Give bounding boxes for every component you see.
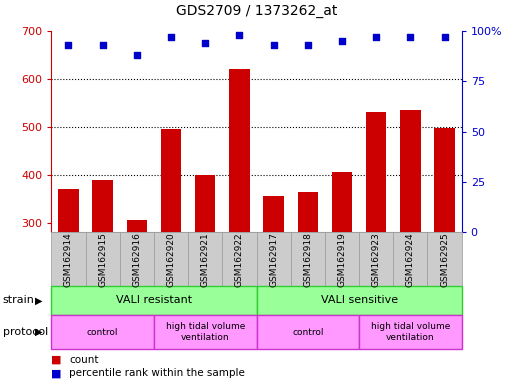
Point <box>338 38 346 44</box>
Text: control: control <box>87 328 119 337</box>
Bar <box>195 175 215 232</box>
Bar <box>161 129 181 232</box>
Bar <box>400 110 421 232</box>
Text: protocol: protocol <box>3 327 48 337</box>
Text: VALI sensitive: VALI sensitive <box>321 295 398 306</box>
Point <box>201 40 209 46</box>
Text: GDS2709 / 1373262_at: GDS2709 / 1373262_at <box>176 4 337 18</box>
Text: high tidal volume
ventilation: high tidal volume ventilation <box>371 323 450 342</box>
Bar <box>127 220 147 232</box>
Bar <box>298 192 318 232</box>
Text: GSM162919: GSM162919 <box>338 232 346 286</box>
Text: GSM162918: GSM162918 <box>303 232 312 286</box>
Point <box>98 42 107 48</box>
Bar <box>92 180 113 232</box>
Text: GSM162916: GSM162916 <box>132 232 141 286</box>
Text: ▶: ▶ <box>35 327 42 337</box>
Point <box>372 34 380 40</box>
Text: GSM162917: GSM162917 <box>269 232 278 286</box>
Text: GSM162925: GSM162925 <box>440 232 449 286</box>
Bar <box>58 189 78 232</box>
Point <box>64 42 72 48</box>
Text: GSM162915: GSM162915 <box>98 232 107 286</box>
Bar <box>263 196 284 232</box>
Text: GSM162923: GSM162923 <box>372 232 381 286</box>
Point <box>304 42 312 48</box>
Text: GSM162914: GSM162914 <box>64 232 73 286</box>
Text: ■: ■ <box>51 355 62 365</box>
Text: percentile rank within the sample: percentile rank within the sample <box>69 368 245 379</box>
Bar <box>366 112 386 232</box>
Text: control: control <box>292 328 324 337</box>
Text: high tidal volume
ventilation: high tidal volume ventilation <box>166 323 245 342</box>
Point <box>269 42 278 48</box>
Bar <box>229 69 250 232</box>
Text: GSM162921: GSM162921 <box>201 232 210 286</box>
Bar <box>332 172 352 232</box>
Point <box>406 34 415 40</box>
Text: GSM162924: GSM162924 <box>406 232 415 286</box>
Text: strain: strain <box>3 295 34 306</box>
Text: GSM162920: GSM162920 <box>167 232 175 286</box>
Point <box>133 52 141 58</box>
Text: count: count <box>69 355 99 365</box>
Text: ▶: ▶ <box>35 295 42 306</box>
Text: GSM162922: GSM162922 <box>235 232 244 286</box>
Text: VALI resistant: VALI resistant <box>116 295 192 306</box>
Bar <box>435 127 455 232</box>
Point <box>235 32 244 38</box>
Point <box>167 34 175 40</box>
Point <box>441 34 449 40</box>
Text: ■: ■ <box>51 368 62 379</box>
